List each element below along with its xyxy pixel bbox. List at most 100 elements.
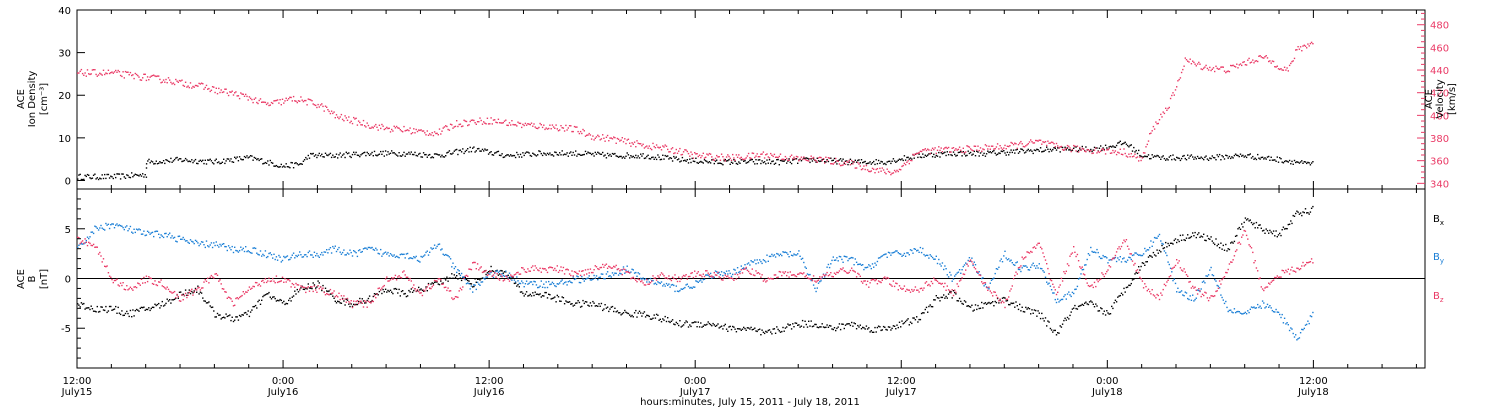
ion-density-point — [89, 177, 91, 179]
bx-point — [1220, 242, 1222, 244]
bx-point — [419, 289, 421, 291]
by-point — [1276, 311, 1278, 313]
bz-point — [1057, 291, 1059, 293]
by-point — [1077, 278, 1080, 280]
ion-density-tick-label: 40 — [58, 6, 71, 17]
velocity-point — [1119, 148, 1121, 150]
bx-point — [501, 270, 503, 272]
bx-point — [1233, 240, 1236, 243]
bx-point — [223, 316, 225, 318]
bz-point — [118, 285, 121, 287]
bx-point — [1215, 238, 1217, 240]
velocity-point — [191, 87, 193, 89]
velocity-point — [581, 132, 583, 135]
ion-density-point — [457, 153, 459, 156]
by-point — [415, 255, 417, 258]
velocity-point — [151, 74, 154, 77]
by-point — [187, 241, 189, 244]
ion-density-point — [218, 161, 220, 163]
ion-density-point — [286, 166, 289, 168]
velocity-point — [552, 126, 555, 128]
by-point — [1204, 282, 1206, 284]
velocity-point — [1237, 67, 1239, 69]
ion-density-point — [603, 155, 605, 157]
velocity-point — [973, 145, 975, 147]
ion-density-point — [545, 154, 547, 156]
by-point — [854, 258, 856, 260]
bz-point — [579, 274, 582, 277]
ion-density-point — [443, 156, 446, 158]
by-point — [1009, 260, 1011, 262]
bx-point — [760, 334, 762, 336]
bz-point — [877, 280, 880, 282]
ion-density-point — [340, 156, 343, 158]
velocity-point — [155, 75, 157, 78]
bz-point — [709, 275, 712, 278]
by-point — [983, 285, 985, 287]
ion-density-point — [240, 158, 242, 160]
bz-point — [1161, 294, 1163, 296]
velocity-point — [841, 164, 843, 167]
ion-density-point — [1052, 148, 1054, 151]
bx-point — [1189, 236, 1191, 239]
by-point — [1174, 282, 1177, 285]
by-point — [452, 262, 454, 264]
bz-point — [77, 236, 79, 238]
by-point — [1055, 301, 1058, 304]
bz-point — [846, 272, 848, 274]
velocity-point — [799, 158, 801, 160]
bz-point — [993, 291, 995, 293]
ion-density-point — [614, 152, 616, 155]
ion-density-point — [761, 160, 763, 162]
ion-density-point — [611, 152, 614, 155]
velocity-point — [1031, 141, 1033, 143]
by-point — [214, 244, 216, 247]
bx-point — [210, 306, 213, 309]
by-point — [430, 247, 432, 249]
bz-point — [191, 288, 193, 290]
bx-point — [411, 291, 414, 293]
bz-point — [1069, 255, 1071, 257]
ion-density-point — [605, 157, 608, 159]
ion-density-point — [1019, 151, 1021, 153]
bx-point — [138, 310, 140, 312]
bz-point — [234, 304, 236, 306]
bz-point — [159, 281, 161, 283]
ion-density-point — [371, 151, 373, 154]
bx-point — [844, 324, 847, 326]
bz-point — [593, 269, 595, 271]
bx-point — [1156, 249, 1158, 251]
bz-point — [523, 268, 525, 271]
by-point — [923, 253, 925, 256]
by-point — [1172, 279, 1174, 282]
ion-density-point — [1288, 159, 1291, 162]
velocity-point — [707, 154, 709, 156]
bz-point — [202, 287, 204, 289]
ion-density-point — [1223, 158, 1226, 160]
ion-density-point — [694, 160, 696, 163]
velocity-point — [1153, 128, 1156, 130]
velocity-point — [404, 130, 406, 132]
velocity-point — [940, 147, 942, 149]
velocity-point — [541, 126, 544, 129]
bz-point — [703, 275, 706, 278]
by-point — [843, 255, 845, 257]
velocity-point — [1281, 69, 1283, 71]
velocity-point — [1147, 140, 1150, 142]
by-point — [1065, 298, 1067, 300]
bx-point — [1157, 252, 1159, 254]
bz-point — [410, 280, 412, 282]
velocity-point — [1111, 152, 1113, 154]
bz-point — [189, 290, 192, 292]
velocity-point — [1102, 148, 1104, 150]
bx-point — [1201, 236, 1204, 238]
by-point — [324, 251, 327, 253]
velocity-point — [1135, 157, 1137, 159]
by-point — [406, 252, 409, 255]
bz-point — [842, 267, 844, 269]
bx-point — [122, 314, 124, 317]
bz-point — [549, 266, 551, 268]
ion-density-point — [739, 162, 741, 164]
velocity-point — [716, 154, 718, 157]
velocity-point — [1084, 150, 1086, 152]
